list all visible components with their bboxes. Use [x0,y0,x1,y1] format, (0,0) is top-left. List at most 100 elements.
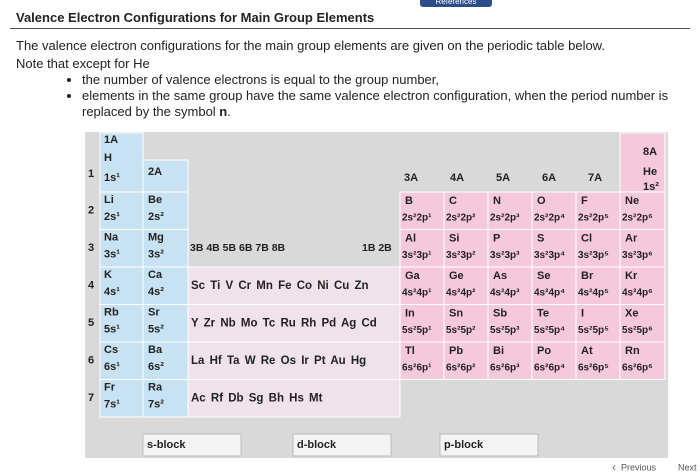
element-config: 2s²2p⁴ [534,213,565,224]
cell [399,304,445,343]
legend-label: p-block [444,439,484,451]
element-config: 6s²6p¹ [402,363,432,374]
bullets: the number of valence electrons is equal… [60,72,692,120]
element-symbol: I [581,307,584,319]
element-config: 3s²3p³ [490,250,520,261]
group-label: 5A [496,172,510,184]
nav-arrow[interactable]: ‹ [612,460,616,474]
cell [99,132,144,193]
element-config: 5s²5p⁴ [534,325,565,336]
note: Note that except for He [16,56,150,71]
element-symbol: Cl [581,232,592,244]
element-symbol: As [493,270,507,282]
element-symbol: Ca [148,269,163,281]
element-symbol: P [493,232,500,244]
cell [187,304,401,343]
cell [99,191,144,230]
element-symbol: Ar [625,232,638,244]
element-symbol: Ge [449,270,464,282]
cell [99,341,144,380]
cell [531,341,577,380]
cell [619,191,666,230]
element-config: 2s²2p¹ [402,213,432,224]
transition-header: 1B 2B [362,242,392,254]
element-symbol: Ra [148,381,163,393]
element-config: 2s²2p⁵ [578,213,609,224]
element-config: 5s²5p⁶ [622,325,653,336]
cell [531,266,577,305]
group-label: 8A [643,146,657,158]
element-symbol: B [405,195,413,207]
element-symbol: H [104,152,112,164]
cell [443,304,489,343]
element-config: 4s²4p⁶ [622,288,653,299]
cell [531,304,577,343]
element-config: 2s² [148,211,164,223]
period-label: 6 [88,355,94,367]
cell [99,229,144,268]
element-symbol: Be [148,194,162,206]
period-label: 4 [88,280,95,292]
legend-label: s-block [147,439,186,451]
cell [399,229,445,268]
element-config: 7s² [148,398,164,410]
element-config: 3s²3p⁵ [578,250,609,261]
transition-row: Sc Ti V Cr Mn Fe Co Ni Cu Zn [191,280,369,292]
bullet: the number of valence electrons is equal… [82,72,692,88]
element-config: 5s²5p² [446,325,476,336]
element-symbol: O [537,195,546,207]
element-config: 4s²4p³ [490,288,520,299]
element-config: 6s²6p⁵ [578,363,609,374]
element-symbol: Fr [104,381,116,393]
element-symbol: Si [449,232,459,244]
element-config: 2s²2p³ [490,213,520,224]
element-symbol: C [449,195,457,207]
element-symbol: Pb [449,345,463,357]
element-symbol: Xe [625,307,638,319]
element-config: 4s²4p¹ [402,288,432,299]
element-symbol: N [493,195,501,207]
element-symbol: Ga [405,270,421,282]
period-label: 7 [88,392,94,404]
element-symbol: Sb [493,307,507,319]
element-config: 4s²4p⁵ [578,288,609,299]
element-config: 3s¹ [104,248,120,260]
cell [443,341,489,380]
period-label: 3 [88,242,94,254]
legend-box [142,433,242,457]
next-button[interactable]: Next [678,462,697,472]
cell [99,304,144,343]
title-rule [10,28,690,29]
element-symbol: Kr [625,270,638,282]
bullet: elements in the same group have the same… [82,88,692,120]
element-config: 6s²6p² [446,363,476,374]
group-label: 2A [148,166,162,178]
element-config: 1s² [643,181,659,193]
cell [399,191,445,230]
transition-row: Y Zr Nb Mo Tc Ru Rh Pd Ag Cd [191,317,377,329]
element-symbol: Li [104,194,114,206]
element-config: 5s²5p³ [490,325,520,336]
element-symbol: Se [537,270,550,282]
element-symbol: F [581,195,588,207]
element-config: 7s¹ [104,398,120,410]
element-symbol: At [581,345,593,357]
legend-label: d-block [297,439,337,451]
element-symbol: In [405,307,415,319]
element-symbol: Mg [148,231,164,243]
group-label: 4A [450,172,464,184]
period-label: 1 [88,168,94,180]
intro: The valence electron configurations for … [16,38,605,53]
cell [619,341,666,380]
group-label: 1A [104,134,118,146]
previous-button[interactable]: Previous [621,462,657,472]
element-symbol: Sr [148,306,160,318]
element-config: 4s² [148,286,164,298]
element-symbol: S [537,232,544,244]
group-label: 6A [542,172,556,184]
group-label: 3A [404,172,418,184]
cell [487,266,533,305]
element-config: 3s²3p² [446,250,476,261]
cell [399,341,445,380]
element-config: 4s²4p⁴ [534,288,565,299]
